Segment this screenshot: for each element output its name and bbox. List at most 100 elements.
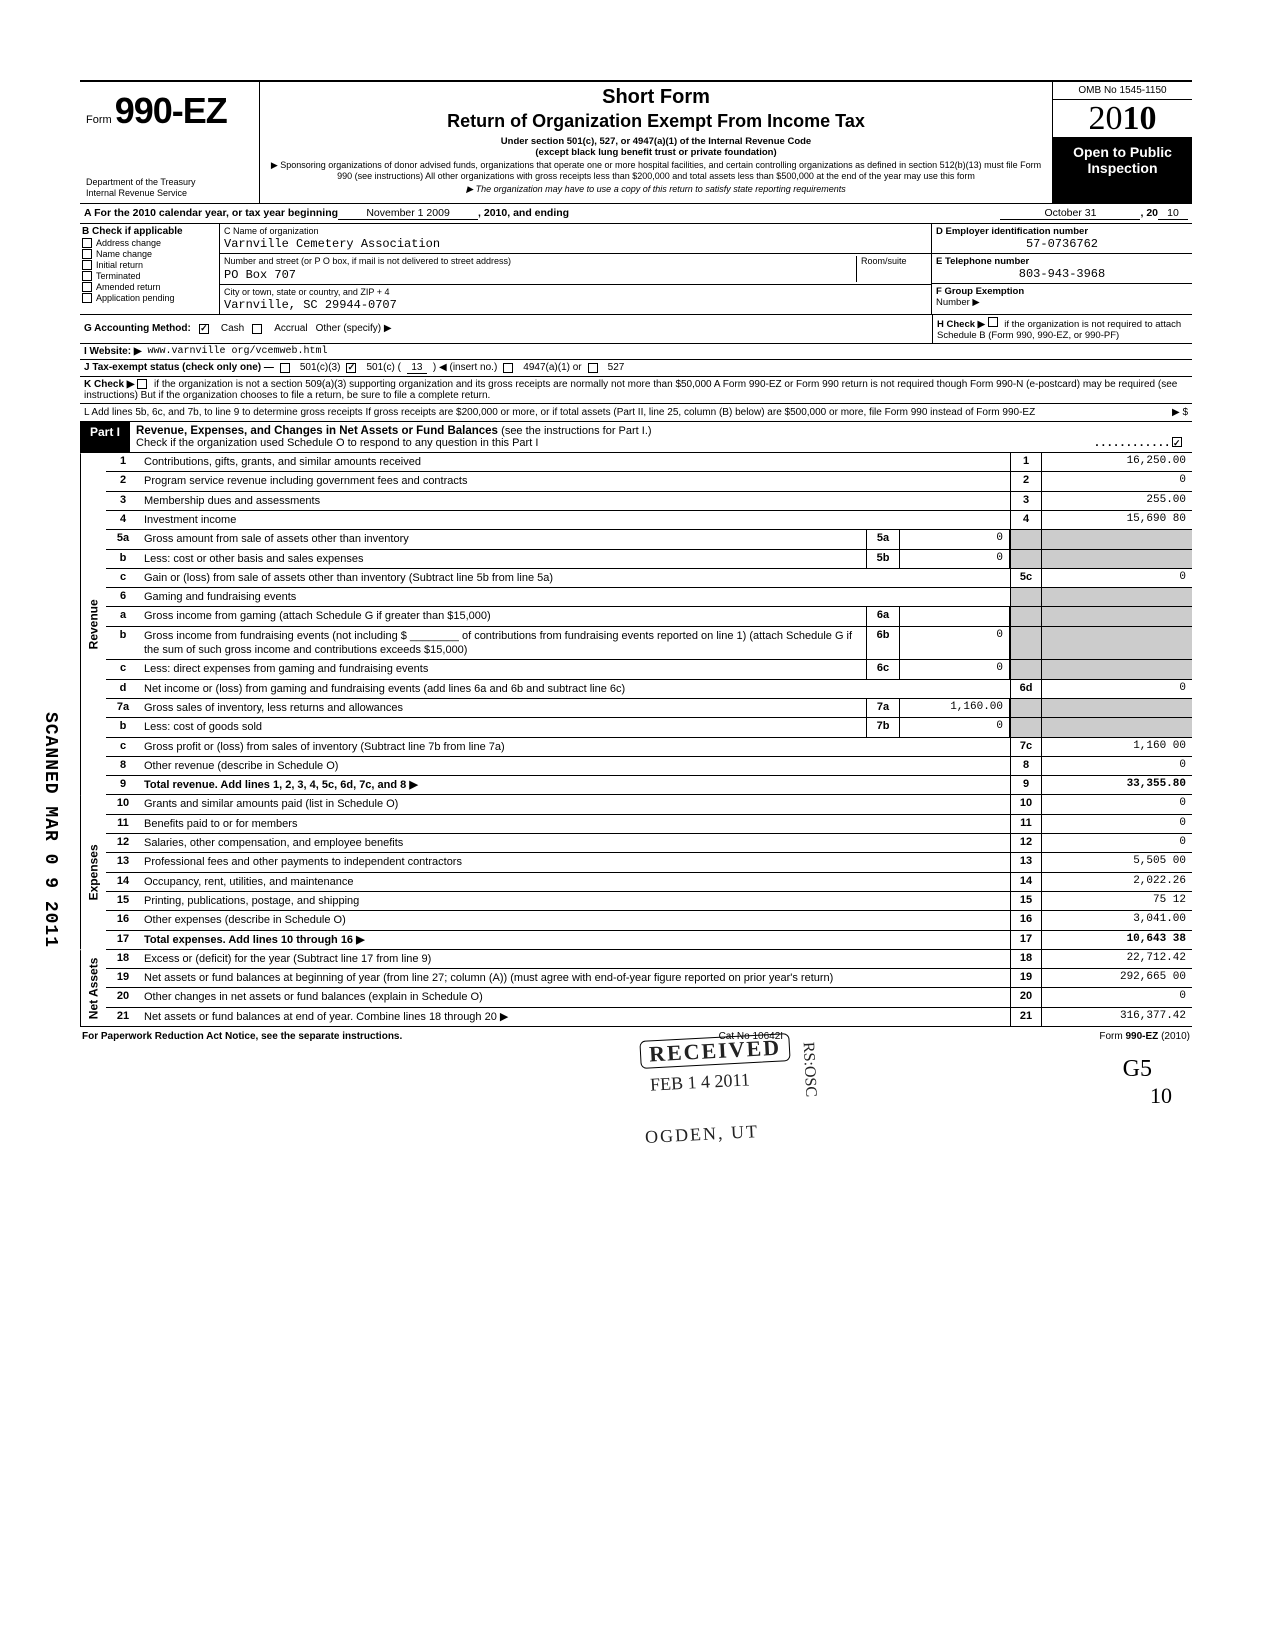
form-header: Form 990-EZ Department of the Treasury I… (80, 82, 1192, 204)
h-box: H Check ▶ if the organization is not req… (932, 315, 1192, 343)
open-to-public: Open to Public Inspection (1053, 138, 1192, 202)
line-17-value: 10,643 38 (1042, 931, 1192, 949)
chk-initial-return[interactable]: Initial return (82, 260, 217, 270)
right-header-box: OMB No 1545-1150 2010 Open to Public Ins… (1052, 82, 1192, 203)
i-label: I Website: ▶ (84, 346, 142, 357)
chk-cash[interactable] (199, 324, 209, 334)
insert-no: 13 (407, 362, 427, 374)
row-l: L Add lines 5b, 6c, and 7b, to line 9 to… (80, 404, 1192, 423)
street-cell: Number and street (or P O box, if mail i… (220, 254, 931, 285)
h-label: H Check ▶ (937, 319, 985, 330)
year-suffix: 10 (1123, 100, 1157, 137)
group-cell: F Group Exemption Number ▶ (932, 284, 1192, 313)
l-arrow: ▶ $ (1172, 406, 1188, 420)
col-b-header: B Check if applicable (82, 226, 217, 237)
line-10-value: 0 (1042, 795, 1192, 813)
ein-cell: D Employer identification number 57-0736… (932, 224, 1192, 254)
tel-cell: E Telephone number 803-943-3968 (932, 254, 1192, 284)
k-label: K Check ▶ (84, 379, 134, 390)
line-9-value: 33,355.80 (1042, 776, 1192, 794)
side-net-assets: Net Assets (80, 950, 106, 1026)
revenue-block: Revenue 1Contributions, gifts, grants, a… (80, 453, 1192, 795)
chk-terminated[interactable]: Terminated (82, 271, 217, 281)
row-j: J Tax-exempt status (check only one) — 5… (80, 360, 1192, 377)
line-3-value: 255.00 (1042, 492, 1192, 510)
line-14-value: 2,022.26 (1042, 873, 1192, 891)
line-13-value: 5,505 00 (1042, 853, 1192, 871)
side-expenses: Expenses (80, 795, 106, 949)
tax-year-end-month: October 31 (1000, 207, 1140, 220)
g-label: G Accounting Method: (84, 323, 191, 334)
group-label2: Number ▶ (936, 297, 1188, 308)
header-note-1: ▶ Sponsoring organizations of donor advi… (270, 160, 1042, 182)
chk-527[interactable] (588, 363, 598, 373)
line-5a-value: 0 (900, 530, 1010, 548)
chk-schedule-b[interactable] (988, 317, 998, 327)
net-assets-block: Net Assets 18Excess or (deficit) for the… (80, 950, 1192, 1026)
org-name-value: Varnville Cemetery Association (224, 237, 927, 251)
part-1-title: Revenue, Expenses, and Changes in Net As… (130, 422, 1192, 452)
line-21-value: 316,377.42 (1042, 1008, 1192, 1026)
street-value: PO Box 707 (224, 268, 852, 282)
city-cell: City or town, state or country, and ZIP … (220, 285, 931, 314)
scanned-stamp: SCANNED MAR 0 9 2011 (40, 712, 60, 948)
line-15-value: 75 12 (1042, 892, 1192, 910)
chk-4947[interactable] (503, 363, 513, 373)
ein-label: D Employer identification number (936, 226, 1188, 237)
footer-left: For Paperwork Reduction Act Notice, see … (82, 1031, 402, 1042)
chk-501c3[interactable] (280, 363, 290, 373)
page-footer: For Paperwork Reduction Act Notice, see … (80, 1026, 1192, 1046)
k-text: if the organization is not a section 509… (84, 379, 1177, 401)
chk-address-change[interactable]: Address change (82, 238, 217, 248)
part-1-header: Part I Revenue, Expenses, and Changes in… (80, 422, 1192, 453)
row-k: K Check ▶ if the organization is not a s… (80, 377, 1192, 404)
line-1-value: 16,250.00 (1042, 453, 1192, 471)
row-gh: G Accounting Method: Cash Accrual Other … (80, 315, 1192, 344)
line-4-value: 15,690 80 (1042, 511, 1192, 529)
info-grid: B Check if applicable Address change Nam… (80, 224, 1192, 315)
line-6d-value: 0 (1042, 680, 1192, 698)
org-name-label: C Name of organization (224, 226, 927, 236)
footer-center: Cat No 10642I (719, 1031, 784, 1042)
handwritten-g5: G5 (80, 1046, 1192, 1083)
line-6a-value (900, 607, 1010, 625)
group-label: F Group Exemption (936, 286, 1188, 297)
city-value: Varnville, SC 29944-0707 (224, 298, 927, 312)
chk-pending[interactable]: Application pending (82, 293, 217, 303)
handwritten-10: 10 (80, 1083, 1192, 1109)
line-11-value: 0 (1042, 815, 1192, 833)
org-name-cell: C Name of organization Varnville Cemeter… (220, 224, 931, 254)
omb-number: OMB No 1545-1150 (1053, 82, 1192, 100)
line-6c-value: 0 (900, 660, 1010, 678)
side-revenue: Revenue (80, 453, 106, 795)
line-18-value: 22,712.42 (1042, 950, 1192, 968)
line-7b-value: 0 (900, 718, 1010, 736)
short-form-label: Short Form (270, 86, 1042, 109)
city-label: City or town, state or country, and ZIP … (224, 287, 927, 297)
street-label: Number and street (or P O box, if mail i… (224, 256, 511, 266)
chk-amended[interactable]: Amended return (82, 282, 217, 292)
line-2-value: 0 (1042, 472, 1192, 490)
form-number: 990-EZ (115, 90, 227, 131)
line-6b-value: 0 (900, 627, 1010, 660)
website-value: www.varnville org/vcemweb.html (148, 346, 328, 357)
chk-k[interactable] (137, 379, 147, 389)
part-1-tag: Part I (80, 422, 130, 452)
row-a: A For the 2010 calendar year, or tax yea… (80, 204, 1192, 224)
line-5c-value: 0 (1042, 569, 1192, 587)
tax-year: 2010 (1053, 100, 1192, 138)
tel-label: E Telephone number (936, 256, 1188, 267)
subtitle: Under section 501(c), 527, or 4947(a)(1)… (270, 136, 1042, 158)
chk-schedule-o[interactable] (1172, 437, 1182, 447)
header-note-2: ▶ The organization may have to use a cop… (270, 184, 1042, 195)
line-5b-value: 0 (900, 550, 1010, 568)
footer-right: Form 990-EZ (2010) (1099, 1031, 1190, 1042)
chk-accrual[interactable] (252, 324, 262, 334)
tax-year-begin: November 1 2009 (338, 207, 478, 220)
g-other: Other (specify) ▶ (316, 323, 392, 334)
row-a-sep: , 20 (1140, 207, 1158, 220)
chk-name-change[interactable]: Name change (82, 249, 217, 259)
room-label: Room/suite (861, 256, 907, 266)
line-20-value: 0 (1042, 988, 1192, 1006)
chk-501c[interactable] (346, 363, 356, 373)
